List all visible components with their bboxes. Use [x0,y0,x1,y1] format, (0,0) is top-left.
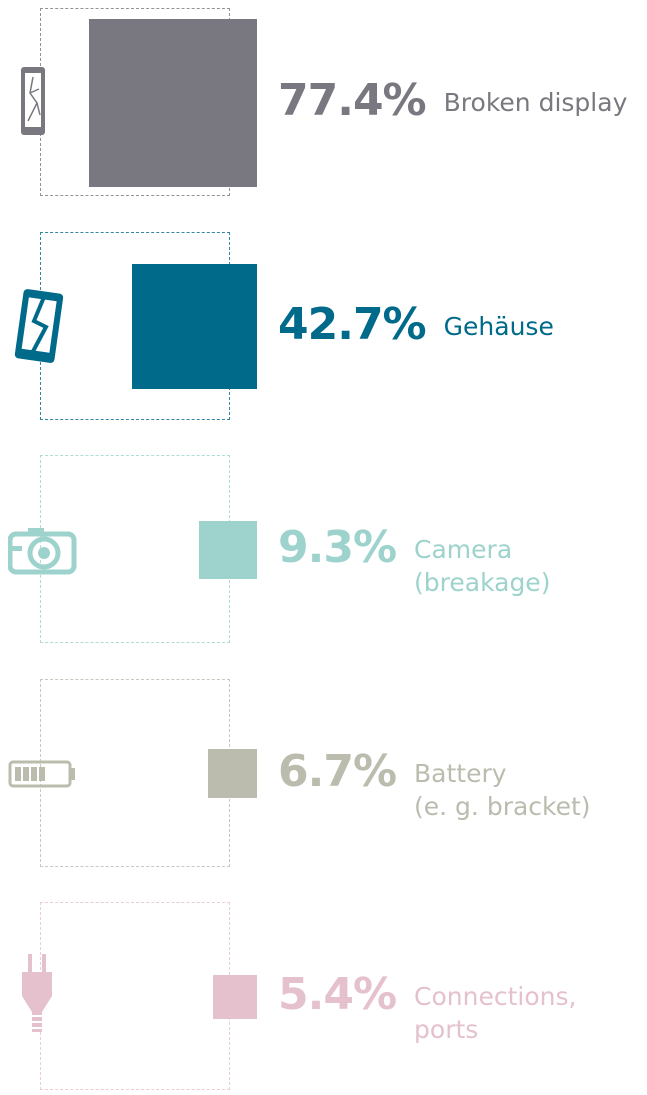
value-label: 42.7% [278,298,427,350]
label: 9.3% Camera (breakage) [278,526,550,599]
icon [22,954,52,1032]
value-label: 6.7% [278,745,397,797]
label: 6.7% Battery (e. g. bracket) [278,745,591,823]
label: 5.4% Connections, ports [278,973,576,1046]
category-label: Broken display [443,88,628,117]
icon [7,520,78,584]
icon [8,63,72,147]
category-label: Camera (breakage) [414,535,551,597]
icon [8,287,72,371]
square [198,520,257,580]
icon [14,288,64,363]
icon [8,760,75,787]
category-label: Battery (e. g. bracket) [414,758,591,821]
category-label: Connections, ports [414,982,577,1044]
icon [21,67,45,135]
icon [7,528,77,575]
icon [8,754,78,798]
icon [8,952,72,1046]
value-label: 9.3% [278,522,397,573]
label: 42.7% Gehäuse [278,298,554,350]
value-label: 77.4% [278,75,427,126]
square [212,974,257,1020]
square [132,264,257,389]
category-label: Gehäuse [443,311,554,341]
value-label: 5.4% [278,969,397,1020]
label: 77.4% Broken display [278,79,627,123]
square [89,19,257,187]
square [207,748,257,799]
